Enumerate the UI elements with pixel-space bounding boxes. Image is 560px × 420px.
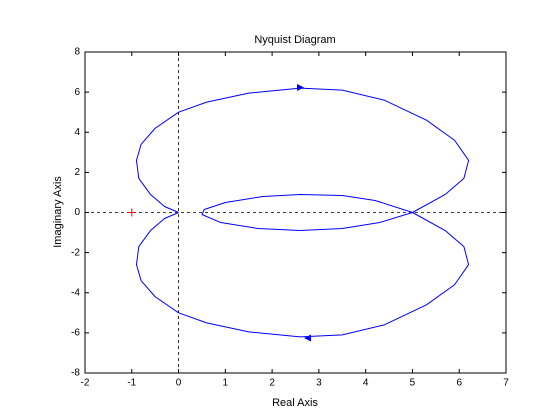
y-tick-label: -2 [71,247,80,258]
x-tick-label: -1 [127,378,136,389]
x-tick-label: 5 [410,378,416,389]
y-tick-label: 8 [74,47,80,58]
y-tick-label: -8 [71,368,80,379]
x-tick-label: 0 [176,378,182,389]
y-tick-label: 4 [74,127,80,138]
x-axis-label: Real Axis [272,397,318,409]
y-tick-label: 0 [74,207,80,218]
y-tick-label: 2 [74,167,80,178]
chart-title: Nyquist Diagram [254,34,335,46]
nyquist-curve [135,87,470,338]
x-tick-label: 3 [316,378,322,389]
x-tick-label: 7 [503,378,509,389]
x-tick-label: -2 [81,378,90,389]
y-axis-label: Imaginary Axis [52,176,64,248]
x-tick-label: 1 [223,378,229,389]
y-tick-label: 6 [74,87,80,98]
x-tick-label: 6 [456,378,462,389]
y-tick-label: -4 [71,287,80,298]
direction-arrow [297,84,304,91]
point-marker [127,208,136,217]
axes-box [84,51,507,374]
y-tick-label: -6 [71,328,80,339]
x-tick-label: 2 [269,378,275,389]
x-tick-label: 4 [363,378,369,389]
